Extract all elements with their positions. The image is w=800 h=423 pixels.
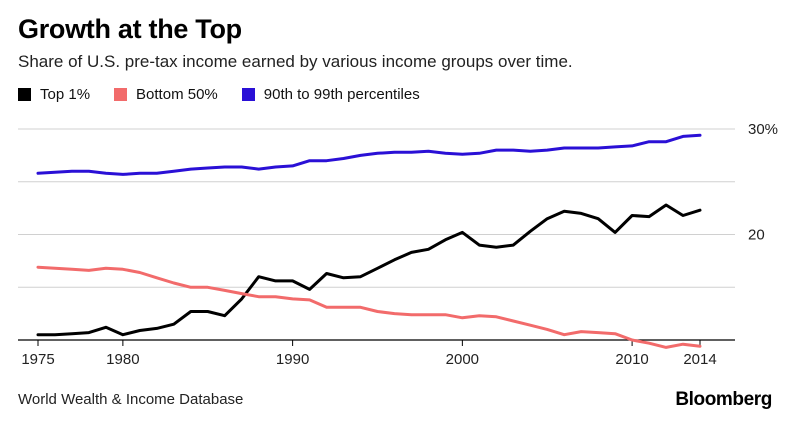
legend: Top 1% Bottom 50% 90th to 99th percentil… <box>18 86 444 103</box>
legend-swatch-top-1 <box>18 88 31 101</box>
chart-title: Growth at the Top <box>18 14 242 44</box>
legend-label-90-99: 90th to 99th percentiles <box>263 86 420 103</box>
x-tick-label: 1980 <box>106 351 139 368</box>
legend-swatch-90-99 <box>241 88 255 101</box>
legend-item-bottom-50: Bottom 50% <box>114 86 218 103</box>
legend-label-top-1: Top 1% <box>40 86 91 103</box>
chart-subtitle: Share of U.S. pre-tax income earned by v… <box>18 52 573 71</box>
x-tick-label: 1990 <box>276 351 309 368</box>
series-line-90-99 <box>36 133 702 176</box>
x-tick-label: 2000 <box>446 351 479 368</box>
legend-label-bottom-50: Bottom 50% <box>136 86 218 103</box>
source-note: World Wealth & Income Database <box>18 391 244 408</box>
x-tick-label: 2014 <box>683 351 716 368</box>
y-tick-label: 30% <box>748 121 778 138</box>
x-tick-label: 1975 <box>21 351 54 368</box>
legend-item-90-99: 90th to 99th percentiles <box>241 86 420 103</box>
x-tick-label: 2010 <box>615 351 648 368</box>
legend-item-top-1: Top 1% <box>18 86 90 103</box>
legend-swatch-bottom-50 <box>114 88 128 101</box>
y-tick-label: 20 <box>748 227 765 244</box>
series-line-bottom-50 <box>36 265 702 349</box>
brand-logo: Bloomberg <box>675 389 772 410</box>
series-line-top-1 <box>36 203 702 337</box>
